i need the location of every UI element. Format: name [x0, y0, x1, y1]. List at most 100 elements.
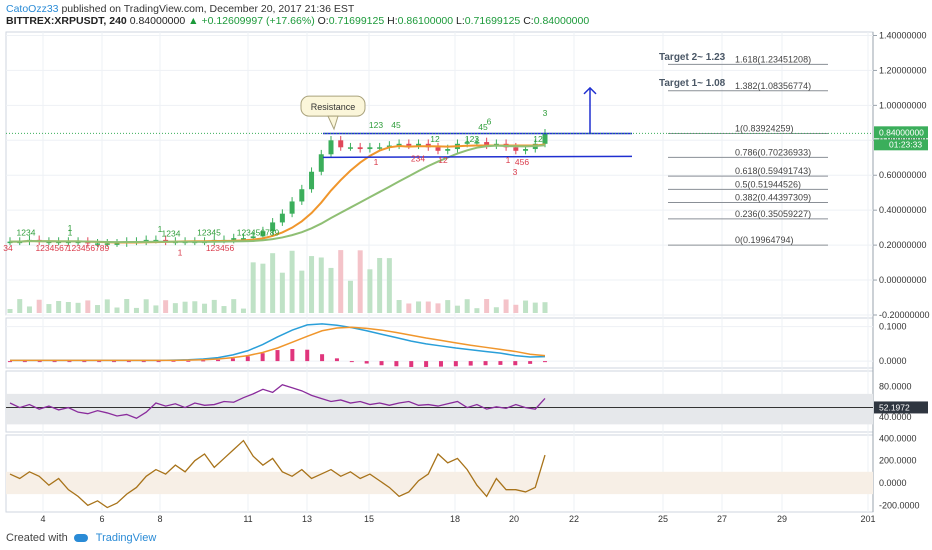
cci-y-tick-label: 200.0000 — [879, 456, 917, 466]
fib-level-label: 1(0.83924259) — [735, 123, 794, 133]
td-count-label: 123 — [465, 134, 479, 144]
macd-histogram-bar — [156, 361, 161, 363]
candle-body — [435, 147, 441, 151]
candle-body — [338, 140, 344, 148]
volume-bar — [377, 257, 383, 313]
macd-histogram-bar — [498, 361, 503, 365]
candle-body — [153, 239, 159, 242]
candle-body — [464, 142, 470, 144]
volume-bar — [133, 307, 139, 313]
volume-bar — [260, 263, 266, 313]
volume-bar — [386, 258, 392, 313]
volume-bar — [289, 250, 295, 313]
ohlc-line: BITTREX:XRPUSDT, 240 0.84000000 ▲ +0.126… — [6, 15, 589, 27]
candle-body — [367, 147, 373, 150]
macd-histogram-bar — [37, 361, 42, 363]
volume-bar — [7, 309, 13, 313]
x-tick-label: 201 — [860, 514, 875, 524]
td-count-label: 1234567 — [35, 243, 68, 253]
y-tick-label: 0.00000000 — [879, 275, 927, 285]
y-tick-label: 0.20000000 — [879, 240, 927, 250]
volume-bar — [36, 299, 42, 313]
td-count-label: 45 — [478, 122, 488, 132]
td-count-label: 234 — [411, 153, 425, 163]
td-count-label: 1 — [178, 248, 183, 258]
candle-body — [250, 236, 256, 239]
candle-body — [95, 243, 101, 245]
tradingview-link[interactable]: TradingView — [95, 532, 157, 544]
candle-body — [231, 238, 237, 240]
volume-bar — [474, 308, 480, 313]
tradingview-logo-icon — [73, 533, 90, 543]
volume-bar — [104, 299, 110, 313]
volume-bar — [85, 300, 91, 313]
macd-histogram-bar — [483, 361, 488, 366]
candle-body — [347, 147, 353, 149]
volume-bar — [493, 307, 499, 313]
fib-level-label: 0.5(0.51944526) — [735, 179, 801, 189]
author-link[interactable]: CatoOzz33 — [6, 3, 59, 15]
target-2-label: Target 2~ 1.23 — [659, 52, 726, 63]
macd-histogram-bar — [260, 353, 265, 362]
td-count-label: 12345 — [197, 228, 221, 238]
countdown-badge-text: 01:23:33 — [889, 139, 922, 149]
candle-body — [406, 143, 412, 146]
macd-histogram-bar — [112, 361, 117, 363]
candle-body — [328, 140, 334, 155]
macd-histogram-bar — [394, 361, 399, 367]
candle-body — [377, 147, 383, 149]
td-count-label: 1 — [68, 228, 73, 238]
macd-histogram-bar — [186, 360, 191, 362]
candle-body — [523, 149, 529, 151]
volume-bar — [328, 267, 334, 313]
candle-body — [104, 243, 110, 245]
countdown-badge — [874, 139, 928, 151]
rsi-y-tick-label: 80.0000 — [879, 381, 912, 391]
volume-bar — [318, 257, 324, 313]
x-tick-label: 27 — [717, 514, 727, 524]
close-value: 0.84000000 — [533, 15, 590, 27]
rsi-value-badge — [874, 401, 928, 414]
y-tick-label: -0.20000000 — [879, 310, 930, 320]
macd-histogram-bar — [543, 361, 547, 363]
last-price: 0.84000000 — [129, 15, 186, 27]
y-tick-label: 1.40000000 — [879, 30, 927, 40]
candle-body — [542, 133, 548, 144]
cci-y-tick-label: 0.0000 — [879, 478, 907, 488]
volume-bar — [124, 299, 130, 313]
price-chart[interactable]: 4 6 8 11 13 15 18 20 22 25 27 29 2011.400000001.2000… — [0, 28, 932, 536]
macd-histogram-bar — [453, 361, 458, 367]
volume-bar — [211, 299, 217, 313]
macd-histogram-bar — [8, 361, 12, 363]
macd-y-tick-label: 0.0000 — [879, 356, 907, 366]
macd-histogram-bar — [245, 356, 250, 362]
volume-bar — [513, 304, 519, 313]
x-tick-label: 13 — [302, 514, 312, 524]
support-line — [322, 155, 633, 159]
td-count-label: 3 — [543, 108, 548, 118]
cci-y-tick-label: -200.0000 — [879, 500, 920, 510]
candle-body — [56, 241, 62, 244]
high-value: 0.86100000 — [397, 15, 454, 27]
macd-histogram-bar — [290, 349, 295, 362]
up-triangle-icon: ▲ — [188, 15, 199, 27]
macd-histogram-bar — [424, 361, 429, 367]
rsi-value-badge-text: 52.1972 — [879, 402, 910, 412]
td-count-label: 12 — [430, 134, 440, 144]
td-count-label: 123 — [369, 120, 383, 130]
volume-bar — [75, 302, 81, 313]
y-tick-label: 0.40000000 — [879, 205, 927, 215]
volume-bar — [114, 307, 120, 313]
volume-bar — [172, 303, 178, 313]
macd-histogram-bar — [364, 361, 369, 364]
fib-level-label: 1.382(1.08356774) — [735, 81, 811, 91]
volume-bar — [532, 302, 538, 313]
fib-level-label: 1.618(1.23451208) — [735, 54, 811, 64]
macd-histogram-bar — [230, 358, 235, 362]
candle-body — [416, 143, 422, 146]
macd-histogram-bar — [320, 354, 325, 362]
td-count-label: 45 — [391, 120, 401, 130]
cci-y-tick-label: 400.0000 — [879, 433, 917, 443]
publish-line: CatoOzz33 published on TradingView.com, … — [6, 3, 354, 15]
resistance-callout-tail — [327, 115, 339, 131]
